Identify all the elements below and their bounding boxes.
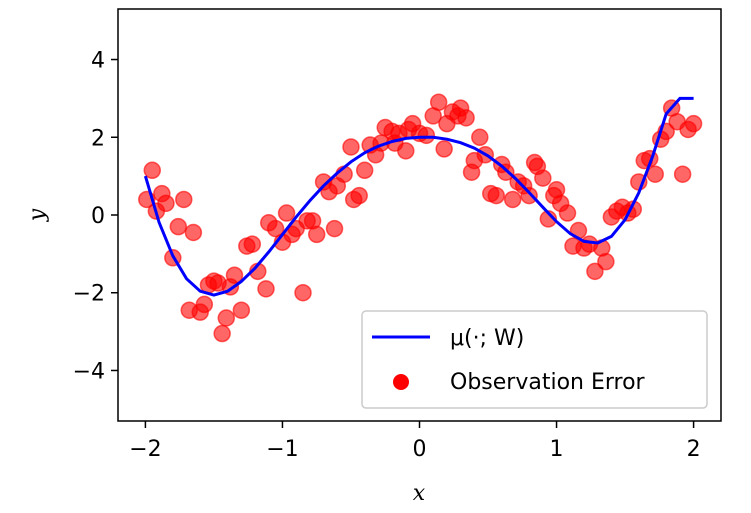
legend-box xyxy=(361,310,708,409)
observation-point xyxy=(184,223,203,242)
observation-point xyxy=(307,225,326,244)
observation-point xyxy=(558,204,577,222)
x-tick-label: −1 xyxy=(266,437,298,462)
observation-point xyxy=(397,142,415,160)
observation-point xyxy=(294,283,312,302)
observation-point xyxy=(257,280,275,298)
fit-line xyxy=(143,96,694,297)
observation-point xyxy=(175,190,193,209)
y-axis-label: y xyxy=(25,208,50,222)
observation-point xyxy=(435,140,453,158)
y-tick-label: 4 xyxy=(91,49,105,74)
x-tick-label: 0 xyxy=(413,437,427,462)
observation-point xyxy=(457,109,475,127)
x-tick-label: 2 xyxy=(687,437,701,462)
scatter-points xyxy=(138,93,703,343)
observation-point xyxy=(217,309,236,327)
observation-point xyxy=(225,266,244,284)
legend: μ(·; W) Observation Error xyxy=(361,310,708,409)
observation-point xyxy=(243,235,262,253)
observation-point xyxy=(342,138,360,156)
y-tick-label: −2 xyxy=(73,282,105,307)
observation-point xyxy=(597,252,615,271)
observation-point xyxy=(503,190,522,209)
observation-point xyxy=(673,165,692,183)
plot-area xyxy=(117,8,722,422)
observation-point xyxy=(325,219,344,238)
observation-point xyxy=(487,186,505,205)
observation-point xyxy=(520,186,538,205)
x-tick-label: 1 xyxy=(550,437,564,462)
observation-point xyxy=(277,204,296,222)
observation-point xyxy=(169,217,188,236)
observation-point xyxy=(684,114,703,133)
y-axis: −4 −2 0 2 4 xyxy=(73,49,118,384)
observation-point xyxy=(350,186,368,205)
observation-point xyxy=(355,161,374,180)
observation-point xyxy=(471,128,489,147)
observation-point xyxy=(534,169,552,187)
observation-point xyxy=(417,126,436,145)
y-tick-label: 2 xyxy=(91,126,105,151)
observation-point xyxy=(213,324,231,343)
observation-point xyxy=(195,295,214,314)
legend-label-fit: μ(·; W) xyxy=(450,326,524,351)
observation-point xyxy=(232,301,251,319)
y-tick-label: 0 xyxy=(91,204,105,229)
x-axis-label: x xyxy=(413,481,426,506)
y-tick-label: −4 xyxy=(73,359,105,384)
observation-point xyxy=(429,93,448,112)
observation-point xyxy=(586,262,604,281)
legend-marker-observation xyxy=(393,374,409,390)
observation-point xyxy=(157,194,175,213)
legend-label-observation: Observation Error xyxy=(450,370,646,395)
observation-point xyxy=(143,161,162,180)
x-axis: −2 −1 0 1 2 xyxy=(129,421,701,462)
x-tick-label: −2 xyxy=(129,437,161,462)
observation-point xyxy=(646,165,664,183)
observation-point xyxy=(497,163,515,181)
observation-point xyxy=(266,219,285,238)
